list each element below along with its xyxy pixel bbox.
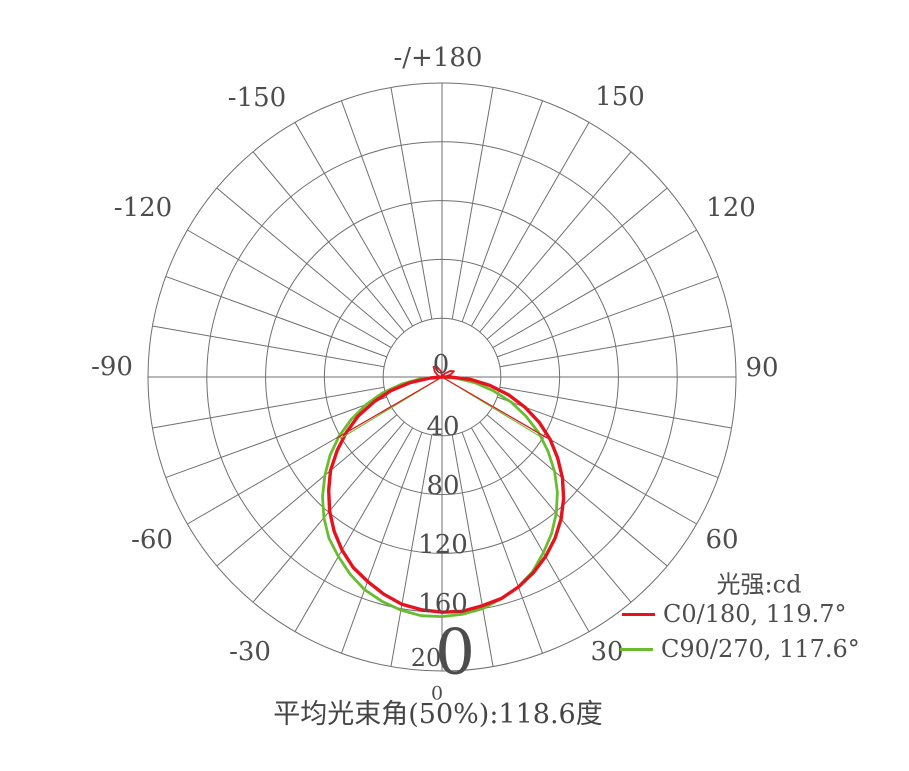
back-lobe-c0-180 — [432, 365, 455, 378]
grid-spoke--20 — [340, 432, 423, 654]
angle-label--150: -150 — [227, 83, 287, 113]
grid-spoke--170 — [390, 87, 433, 320]
angle-label-120: 120 — [706, 193, 756, 223]
angle-label-30: 30 — [590, 637, 624, 667]
radial-label-0: 0 — [432, 350, 450, 380]
angle-label-180: -/+180 — [393, 43, 483, 73]
c90-270-line-swatch — [620, 647, 653, 651]
grid-spoke--100 — [152, 325, 385, 368]
grid-spoke--50 — [216, 414, 398, 567]
grid-spoke-110 — [497, 275, 719, 358]
angle-label--60: -60 — [131, 525, 173, 555]
grid-spoke-70 — [497, 396, 719, 479]
grid-spoke--10 — [390, 434, 433, 667]
grid-spoke--70 — [165, 396, 387, 479]
legend-title: 光强:cd — [716, 570, 802, 599]
angle-label--30: -30 — [229, 637, 271, 667]
radial-label-200-big: 0 — [434, 615, 476, 689]
angle-label-60: 60 — [705, 525, 739, 555]
grid-spoke-100 — [499, 325, 732, 368]
grid-spoke-160 — [461, 100, 544, 322]
grid-spoke-80 — [499, 386, 732, 429]
grid-spoke--140 — [252, 151, 405, 333]
angle-label--90: -90 — [91, 352, 133, 382]
grid-spoke--80 — [152, 386, 385, 429]
grid-spoke--150 — [294, 122, 414, 327]
grid-spoke-20 — [461, 432, 544, 654]
radial-label-160: 160 — [418, 589, 468, 619]
angle-label-150: 150 — [595, 82, 645, 112]
legend-label-c0-180: C0/180, 119.7° — [663, 600, 847, 628]
grid-spoke-150 — [470, 122, 590, 327]
radial-label-120: 120 — [418, 530, 468, 560]
grid-spoke-130 — [486, 187, 668, 340]
grid-spoke-30 — [470, 427, 590, 632]
legend-item-c90-270: C90/270, 117.6° — [620, 637, 860, 661]
angle-label-0: 0 — [430, 682, 444, 705]
grid-spoke--110 — [165, 275, 387, 358]
grid-spoke--30 — [294, 427, 414, 632]
radial-label-200-small: 20 — [410, 644, 442, 672]
c0-180-line-swatch — [622, 612, 655, 616]
beam-ray-c0-180 — [441, 376, 548, 439]
grid-spoke-50 — [486, 414, 668, 567]
grid-spoke--120 — [187, 229, 392, 349]
angle-label-90: 90 — [745, 353, 779, 383]
grid-spoke--130 — [216, 187, 398, 340]
grid-spoke-120 — [492, 229, 697, 349]
angle-label--120: -120 — [113, 193, 173, 223]
average-beam-angle-caption: 平均光束角(50%):118.6度 — [273, 699, 603, 730]
radial-label-80: 80 — [426, 471, 460, 501]
legend-item-c0-180: C0/180, 119.7° — [622, 602, 847, 626]
radial-label-40: 40 — [426, 412, 460, 442]
grid-spoke-10 — [451, 434, 494, 667]
beam-ray-c0-180 — [336, 376, 443, 439]
grid-spoke-140 — [479, 151, 632, 333]
grid-spoke--160 — [340, 100, 423, 322]
legend-label-c90-270: C90/270, 117.6° — [661, 635, 860, 663]
grid-spoke-170 — [451, 87, 494, 320]
